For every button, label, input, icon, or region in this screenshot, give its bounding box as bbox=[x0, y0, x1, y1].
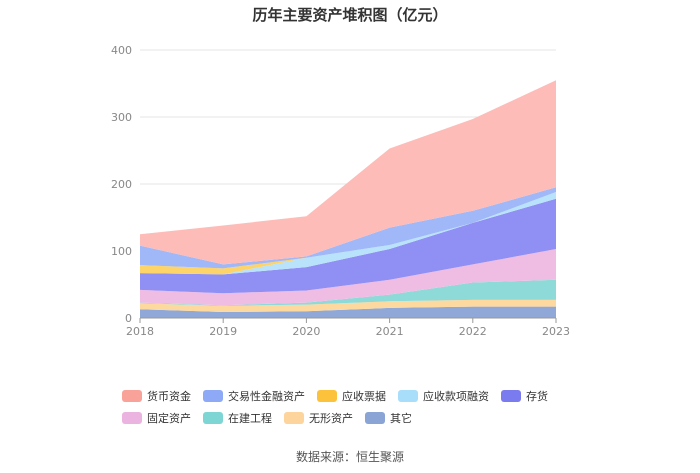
legend-label: 应收票据 bbox=[342, 390, 386, 403]
legend-swatch bbox=[398, 390, 418, 402]
axes: 0 100 200 300 400 2018 2019 2020 2021 2022 2023 bbox=[111, 44, 570, 338]
legend-item[interactable]: 在建工程 bbox=[203, 410, 272, 426]
legend-item[interactable]: 货币资金 bbox=[122, 388, 191, 404]
x-tick-label: 2022 bbox=[459, 325, 487, 338]
legend-swatch bbox=[122, 390, 142, 402]
legend-label: 固定资产 bbox=[147, 412, 191, 425]
y-tick-label: 200 bbox=[111, 178, 132, 191]
legend-label: 无形资产 bbox=[309, 412, 353, 425]
data-source: 数据来源：恒生聚源 bbox=[295, 450, 404, 464]
legend-swatch bbox=[501, 390, 521, 402]
y-tick-label: 300 bbox=[111, 111, 132, 124]
x-tick-label: 2019 bbox=[209, 325, 237, 338]
legend-item[interactable]: 应收票据 bbox=[317, 388, 386, 404]
legend-item[interactable]: 无形资产 bbox=[284, 410, 353, 426]
stacked-areas bbox=[140, 80, 556, 318]
legend-label: 存货 bbox=[526, 390, 548, 403]
legend-label: 在建工程 bbox=[228, 412, 272, 425]
x-tick-label: 2021 bbox=[376, 325, 404, 338]
x-tick-label: 2023 bbox=[542, 325, 570, 338]
legend-swatch bbox=[122, 412, 142, 424]
area-series-8 bbox=[140, 80, 556, 265]
legend-label: 应收款项融资 bbox=[423, 390, 489, 403]
legend-swatch bbox=[317, 390, 337, 402]
legend-item[interactable]: 存货 bbox=[501, 388, 548, 404]
area-series-0 bbox=[140, 306, 556, 318]
legend-label: 交易性金融资产 bbox=[228, 390, 305, 403]
legend-item[interactable]: 交易性金融资产 bbox=[203, 388, 305, 404]
area-series-7 bbox=[140, 187, 556, 269]
legend: 货币资金 交易性金融资产 应收票据 应收款项融资 存货固定资产 在建工程 无形资产 其它 bbox=[122, 388, 592, 426]
y-tick-label: 100 bbox=[111, 245, 132, 258]
area-series-1 bbox=[140, 299, 556, 312]
area-series-2 bbox=[140, 279, 556, 306]
area-series-3 bbox=[140, 249, 556, 306]
x-tick-label: 2018 bbox=[126, 325, 154, 338]
legend-label: 其它 bbox=[390, 412, 412, 425]
legend-swatch bbox=[203, 390, 223, 402]
x-tick-label: 2020 bbox=[292, 325, 320, 338]
y-tick-label: 400 bbox=[111, 44, 132, 57]
legend-swatch bbox=[284, 412, 304, 424]
legend-swatch bbox=[203, 412, 223, 424]
chart-title: 历年主要资产堆积图（亿元） bbox=[252, 6, 448, 24]
legend-item[interactable]: 应收款项融资 bbox=[398, 388, 489, 404]
y-tick-label: 0 bbox=[125, 312, 132, 325]
area-series-4 bbox=[140, 198, 556, 294]
legend-item[interactable]: 固定资产 bbox=[122, 410, 191, 426]
legend-swatch bbox=[365, 412, 385, 424]
legend-item[interactable]: 其它 bbox=[365, 410, 412, 426]
legend-label: 货币资金 bbox=[147, 390, 191, 403]
area-series-5 bbox=[140, 192, 556, 275]
